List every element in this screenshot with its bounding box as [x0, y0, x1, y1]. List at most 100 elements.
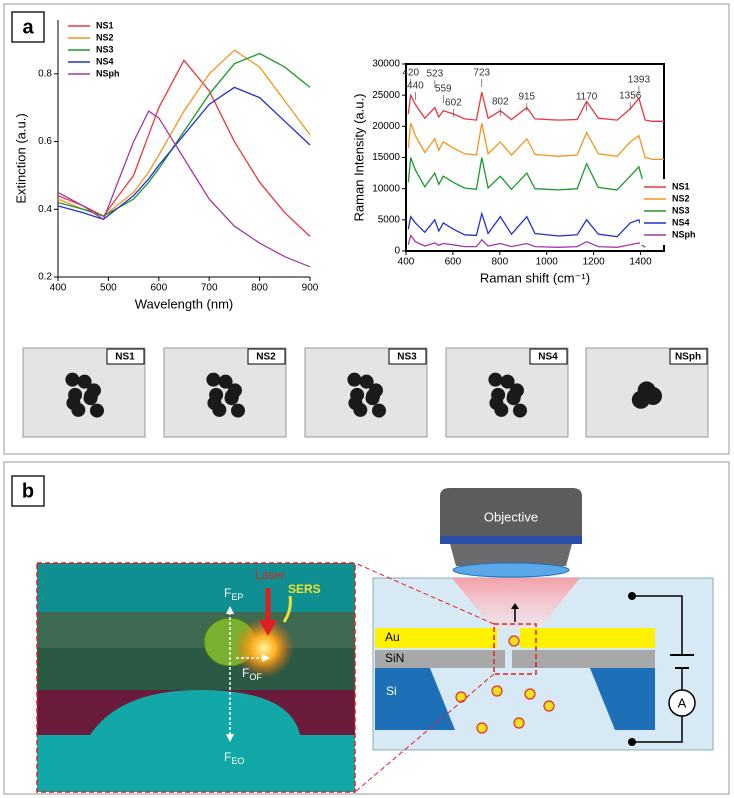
y-tick-label: 0.2 [38, 272, 52, 283]
series-line [407, 233, 646, 248]
panel-label-box [11, 475, 45, 507]
series-line [407, 122, 664, 161]
y-tick-label: 25000 [372, 90, 400, 101]
particle [224, 391, 239, 406]
x-tick-label: 400 [398, 257, 415, 268]
layer-label: Au [385, 630, 400, 644]
electrode [628, 592, 636, 600]
legend-label: NS1 [672, 181, 690, 191]
particle [500, 374, 515, 389]
particle [494, 402, 509, 417]
legend-label: NS4 [96, 56, 114, 66]
series-line [407, 157, 646, 191]
peak-label: 723 [473, 68, 490, 79]
force-arrows [229, 612, 264, 736]
panel-label: b [22, 480, 34, 502]
objective-label: Objective [484, 509, 538, 524]
y-axis-label: Raman Intensity (a.u.) [351, 94, 366, 222]
particle [89, 403, 104, 418]
legend-label: NS4 [672, 217, 690, 227]
circuit [632, 595, 694, 743]
y-tick-label: 0.4 [38, 204, 52, 215]
legend-box [640, 179, 706, 245]
peak-label: 1356 [619, 91, 642, 102]
x-tick-label: 1200 [583, 257, 606, 268]
force-label: FEO [224, 750, 244, 766]
particle [83, 391, 98, 406]
y-tick-label: 0.8 [38, 68, 52, 79]
laser-beam [452, 578, 580, 628]
particle [71, 402, 86, 417]
x-tick-label: 700 [201, 283, 218, 294]
particle [230, 403, 245, 418]
au-layer [375, 628, 497, 648]
y-tick-label: 0.6 [38, 136, 52, 147]
layer-label: SiN [385, 651, 404, 665]
legend-label: NS1 [96, 20, 114, 30]
particle [365, 391, 380, 406]
inset-layer [37, 612, 355, 648]
x-tick-label: 900 [302, 283, 319, 294]
micrograph-label: NS2 [256, 352, 276, 363]
x-axis-label: Raman shift (cm⁻¹) [480, 270, 590, 285]
arrow-head [511, 603, 519, 609]
particle [488, 372, 503, 387]
x-tick-label: 800 [251, 283, 268, 294]
layer-label: Si [386, 684, 397, 698]
particle [65, 372, 80, 387]
x-tick-label: 500 [100, 283, 117, 294]
micrograph-label-box [388, 348, 427, 365]
sin-layer [512, 650, 655, 668]
particle [371, 403, 386, 418]
ammeter [668, 689, 696, 717]
peak-label: 602 [445, 98, 462, 109]
sers-label: SERS [288, 582, 321, 596]
peak-label: 559 [435, 84, 452, 95]
micrograph-label-box [529, 348, 568, 365]
micrograph-label-box [247, 348, 286, 365]
x-tick-label: 600 [445, 257, 462, 268]
ammeter-label: A [678, 695, 687, 710]
zoom-lines [354, 562, 495, 793]
legend-label: NSph [96, 68, 120, 78]
y-axis-label: Extinction (a.u.) [13, 113, 28, 203]
particle [212, 402, 227, 417]
legend-label: NS3 [96, 44, 114, 54]
x-tick-label: 400 [50, 283, 67, 294]
particle [206, 372, 221, 387]
inset-layer [37, 648, 355, 690]
zoom-box [493, 623, 537, 675]
sers-glow [234, 618, 294, 678]
series-line [57, 86, 311, 221]
micrograph-label: NS3 [397, 352, 417, 363]
y-tick-label: 0 [394, 246, 400, 257]
particle [353, 402, 368, 417]
micrograph-label: NS1 [115, 352, 135, 363]
x-tick-label: 800 [491, 257, 508, 268]
peak-label: 915 [518, 92, 535, 103]
particle [491, 387, 506, 402]
peak-label: 440 [407, 81, 424, 92]
panel-label: a [22, 16, 34, 38]
legend-label: NSph [672, 229, 696, 239]
objective-band [440, 536, 582, 544]
legend-label: NS3 [672, 205, 690, 215]
y-tick-label: 20000 [372, 121, 400, 132]
x-tick-label: 600 [150, 283, 167, 294]
panel-label-box [11, 11, 45, 43]
particle [350, 387, 365, 402]
peak-label: 523 [427, 69, 444, 80]
x-axis-label: Wavelength (nm) [135, 296, 234, 311]
particle [218, 374, 233, 389]
particle [347, 372, 362, 387]
y-tick-label: 10000 [372, 183, 400, 194]
sers-arrow [282, 595, 292, 623]
peak-label: 802 [492, 97, 509, 108]
electrode [628, 738, 636, 746]
si-layer [375, 668, 455, 730]
device-diagram: Objective Au SiN Si A [354, 488, 714, 793]
micrograph-label: NSph [675, 352, 701, 363]
y-tick-label: 30000 [372, 59, 400, 70]
